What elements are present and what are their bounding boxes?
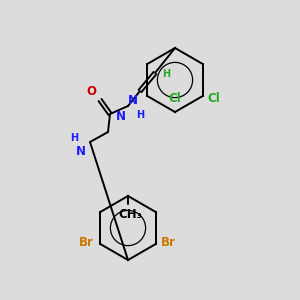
- Text: H: H: [136, 110, 144, 120]
- Text: Cl: Cl: [169, 92, 182, 105]
- Text: H: H: [162, 69, 170, 79]
- Text: N: N: [128, 94, 138, 107]
- Text: N: N: [76, 145, 86, 158]
- Text: Br: Br: [161, 236, 176, 248]
- Text: Br: Br: [78, 236, 93, 248]
- Text: N: N: [116, 110, 126, 123]
- Text: Cl: Cl: [208, 92, 220, 104]
- Text: CH₃: CH₃: [118, 208, 142, 221]
- Text: O: O: [86, 85, 96, 98]
- Text: H: H: [70, 133, 78, 143]
